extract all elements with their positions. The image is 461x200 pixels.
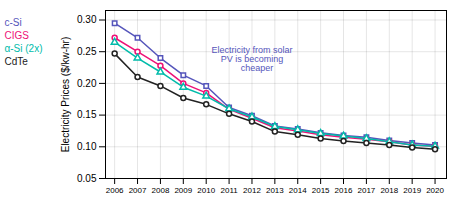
svg-text:c-Si: c-Si	[5, 17, 22, 28]
svg-text:2017: 2017	[358, 186, 376, 195]
svg-text:CdTe: CdTe	[5, 56, 29, 67]
svg-text:2014: 2014	[289, 186, 307, 195]
svg-text:2020: 2020	[426, 186, 444, 195]
svg-text:0.10: 0.10	[77, 141, 97, 152]
svg-text:2006: 2006	[106, 186, 124, 195]
svg-text:2009: 2009	[174, 186, 192, 195]
svg-text:2007: 2007	[129, 186, 147, 195]
svg-text:2015: 2015	[312, 186, 330, 195]
svg-text:CIGS: CIGS	[5, 30, 30, 41]
svg-text:0.25: 0.25	[77, 46, 97, 57]
svg-text:0.15: 0.15	[77, 109, 97, 120]
svg-text:α-Si (2x): α-Si (2x)	[5, 43, 43, 54]
svg-text:0.20: 0.20	[77, 78, 97, 89]
svg-text:0.05: 0.05	[77, 173, 97, 184]
svg-text:2011: 2011	[220, 186, 238, 195]
svg-text:2018: 2018	[380, 186, 398, 195]
svg-text:0.30: 0.30	[77, 14, 97, 25]
svg-text:Electricity from solarPV is be: Electricity from solarPV is becoming che…	[211, 45, 292, 73]
svg-text:Electricity Prices ($/kw-hr): Electricity Prices ($/kw-hr)	[60, 37, 71, 153]
svg-text:2012: 2012	[243, 186, 261, 195]
svg-text:2019: 2019	[403, 186, 421, 195]
svg-text:2013: 2013	[266, 186, 284, 195]
svg-text:2016: 2016	[335, 186, 353, 195]
svg-text:2008: 2008	[152, 186, 170, 195]
svg-text:2010: 2010	[197, 186, 215, 195]
